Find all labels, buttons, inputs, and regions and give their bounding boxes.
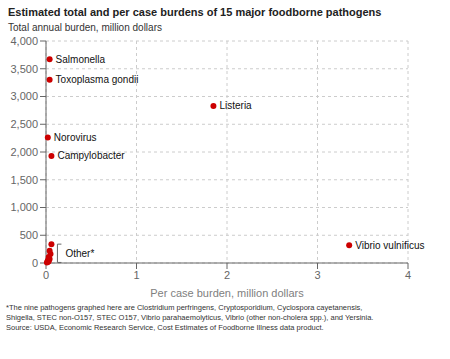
svg-text:1: 1 [133,269,139,281]
svg-text:500: 500 [20,229,38,241]
svg-text:Vibrio vulnificus: Vibrio vulnificus [355,240,424,251]
svg-text:2: 2 [224,269,230,281]
svg-text:Campylobacter: Campylobacter [57,150,125,161]
svg-text:3,500: 3,500 [10,63,38,75]
svg-text:1,500: 1,500 [10,174,38,186]
svg-text:1,000: 1,000 [10,201,38,213]
svg-text:4,000: 4,000 [10,35,38,47]
svg-text:3,000: 3,000 [10,90,38,102]
svg-text:Norovirus: Norovirus [54,132,97,143]
svg-text:2,000: 2,000 [10,146,38,158]
svg-text:Salmonella: Salmonella [56,54,106,65]
html-text:Source: USDA, Economic Researc: Source: USDA, Economic Research Service,… [6,323,324,332]
svg-text:3: 3 [314,269,320,281]
html-text:Total annual burden, million d: Total annual burden, million dollars [8,22,162,33]
svg-text:Per case burden, million dolla: Per case burden, million dollars [150,287,304,299]
svg-text:0: 0 [32,257,38,269]
svg-text:2,500: 2,500 [10,118,38,130]
html-text:*The nine pathogens graphed he: *The nine pathogens graphed here are Clo… [6,303,363,312]
html-text:Estimated total and per case b: Estimated total and per case burdens of … [8,6,382,18]
svg-text:0: 0 [43,269,49,281]
svg-text:Listeria: Listeria [219,100,252,111]
svg-text:Toxoplasma gondii: Toxoplasma gondii [56,74,139,85]
svg-text:4: 4 [405,269,411,281]
html-text:Shigella, STEC non-O157, STEC: Shigella, STEC non-O157, STEC O157, Vibr… [6,313,374,322]
svg-text:Other*: Other* [65,248,94,259]
